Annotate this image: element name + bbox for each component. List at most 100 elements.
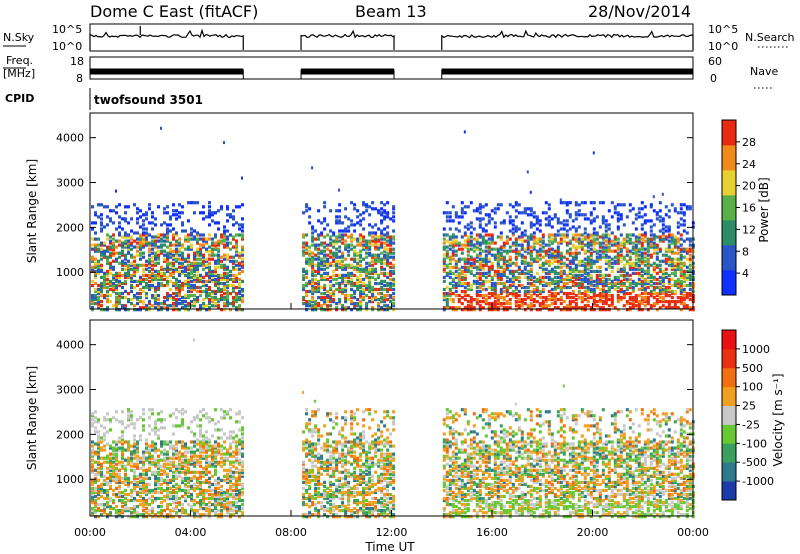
heatmap-cell	[478, 277, 482, 281]
heatmap-cell	[184, 484, 187, 488]
heatmap-cell	[181, 302, 184, 306]
heatmap-cell	[106, 249, 109, 253]
heatmap-cell	[469, 285, 473, 290]
heatmap-cell	[368, 233, 372, 237]
heatmap-cell	[332, 292, 336, 296]
heatmap-cell	[469, 261, 473, 265]
heatmap-cell	[502, 308, 506, 312]
heatmap-cell	[658, 239, 662, 243]
heatmap-cell	[145, 241, 148, 245]
heatmap-cell	[380, 251, 384, 255]
heatmap-cell	[496, 275, 500, 279]
heatmap-cell	[157, 306, 160, 310]
heatmap-cell	[466, 241, 470, 245]
heatmap-cell	[139, 438, 142, 442]
heatmap-cell	[553, 294, 557, 298]
heatmap-cell	[199, 253, 202, 257]
heatmap-cell	[655, 285, 659, 290]
heatmap-cell	[688, 257, 692, 261]
heatmap-cell	[451, 279, 455, 283]
heatmap-cell	[175, 486, 178, 490]
heatmap-cell	[631, 271, 635, 275]
heatmap-cell	[640, 253, 644, 257]
heatmap-cell	[380, 267, 384, 271]
heatmap-cell	[619, 287, 623, 292]
heatmap-cell	[499, 273, 503, 277]
heatmap-cell	[448, 265, 452, 269]
heatmap-cell	[109, 255, 112, 259]
heatmap-cell	[679, 289, 683, 294]
heatmap-cell	[232, 265, 235, 269]
heatmap-cell	[655, 302, 659, 306]
heatmap-cell	[688, 306, 692, 310]
heatmap-cell	[127, 267, 130, 271]
heatmap-cell	[338, 285, 342, 290]
heatmap-cell	[148, 503, 151, 507]
heatmap-cell	[371, 235, 375, 239]
heatmap-cell	[130, 289, 133, 294]
heatmap-cell	[655, 251, 659, 255]
heatmap-cell	[302, 235, 306, 239]
heatmap-cell	[637, 237, 641, 241]
heatmap-cell	[190, 446, 193, 450]
heatmap-cell	[667, 235, 671, 239]
heatmap-cell	[529, 308, 533, 312]
heatmap-cell	[187, 267, 190, 271]
heatmap-cell	[329, 241, 333, 245]
heatmap-cell	[386, 275, 390, 279]
heatmap-cell	[442, 292, 446, 296]
heatmap-cell	[670, 292, 674, 296]
heatmap-cell	[472, 259, 476, 263]
heatmap-cell	[673, 245, 677, 249]
heatmap-cell	[341, 292, 345, 296]
heatmap-cell	[359, 241, 363, 245]
heatmap-cell	[97, 296, 100, 300]
heatmap-cell	[688, 267, 692, 271]
heatmap-cell	[386, 251, 390, 255]
heatmap-cell	[670, 247, 674, 251]
heatmap-cell	[181, 245, 184, 249]
heatmap-cell	[469, 308, 473, 312]
heatmap-cell	[556, 292, 560, 296]
heatmap-cell	[383, 215, 387, 219]
heatmap-cell	[103, 503, 106, 507]
heatmap-cell	[670, 283, 674, 288]
heatmap-cell	[106, 215, 109, 219]
heatmap-cell	[520, 300, 524, 304]
heatmap-cell	[115, 259, 118, 263]
heatmap-cell	[175, 466, 178, 470]
heatmap-cell	[595, 231, 599, 235]
heatmap-cell	[517, 267, 521, 271]
heatmap-cell	[556, 255, 560, 259]
heatmap-cell	[478, 251, 482, 255]
heatmap-cell	[112, 452, 115, 456]
heatmap-cell	[157, 515, 160, 519]
heatmap-cell	[541, 235, 545, 239]
heatmap-cell	[112, 460, 115, 464]
heatmap-cell	[208, 279, 211, 283]
heatmap-cell	[238, 255, 241, 259]
heatmap-cell	[344, 229, 348, 233]
heatmap-cell	[130, 247, 133, 251]
heatmap-cell	[329, 292, 333, 296]
heatmap-cell	[166, 308, 169, 312]
heatmap-cell	[592, 296, 596, 300]
heatmap-cell	[514, 239, 518, 243]
heatmap-cell	[511, 269, 515, 273]
heatmap-cell	[103, 255, 106, 259]
heatmap-cell	[556, 285, 560, 290]
heatmap-cell	[601, 308, 605, 312]
heatmap-cell	[166, 281, 169, 286]
heatmap-cell	[142, 273, 145, 277]
heatmap-cell	[166, 304, 169, 308]
heatmap-cell	[133, 476, 136, 480]
heatmap-cell	[217, 239, 220, 243]
heatmap-cell	[673, 251, 677, 255]
heatmap-cell	[595, 259, 599, 263]
heatmap-cell	[359, 213, 363, 217]
heatmap-cell	[451, 277, 455, 281]
heatmap-cell	[163, 306, 166, 310]
heatmap-cell	[320, 308, 324, 312]
heatmap-cell	[190, 496, 193, 501]
heatmap-cell	[667, 245, 671, 249]
